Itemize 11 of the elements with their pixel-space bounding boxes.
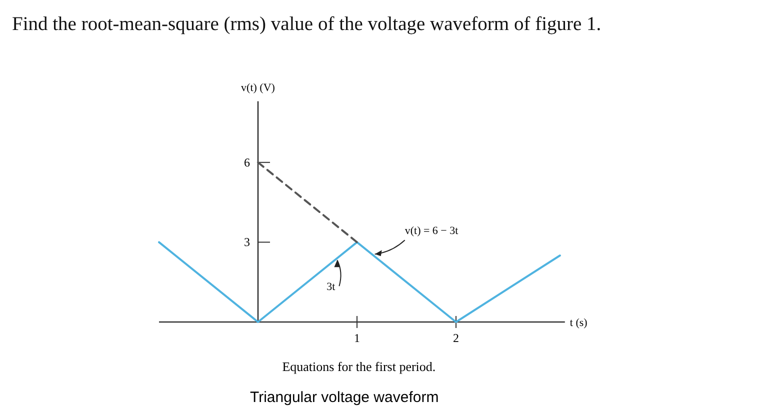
y-axis-title: v(t) (V)	[241, 82, 276, 94]
text: Equations for the first period.	[282, 359, 436, 374]
annotation: v(t) = 6 − 3t	[404, 225, 458, 238]
y-tick-label: 6	[244, 155, 250, 170]
y-tick-label: 3	[244, 235, 250, 250]
chart-title: Find the root-mean-square (rms) value of the voltage waveform of figure 1.	[12, 14, 602, 35]
x-axis-title: t (s)	[570, 317, 588, 329]
x-tick-label: 2	[453, 331, 459, 345]
text: Triangular voltage waveform	[250, 389, 439, 406]
annotation: 3t	[326, 281, 336, 294]
x-tick-label: 1	[354, 331, 360, 345]
